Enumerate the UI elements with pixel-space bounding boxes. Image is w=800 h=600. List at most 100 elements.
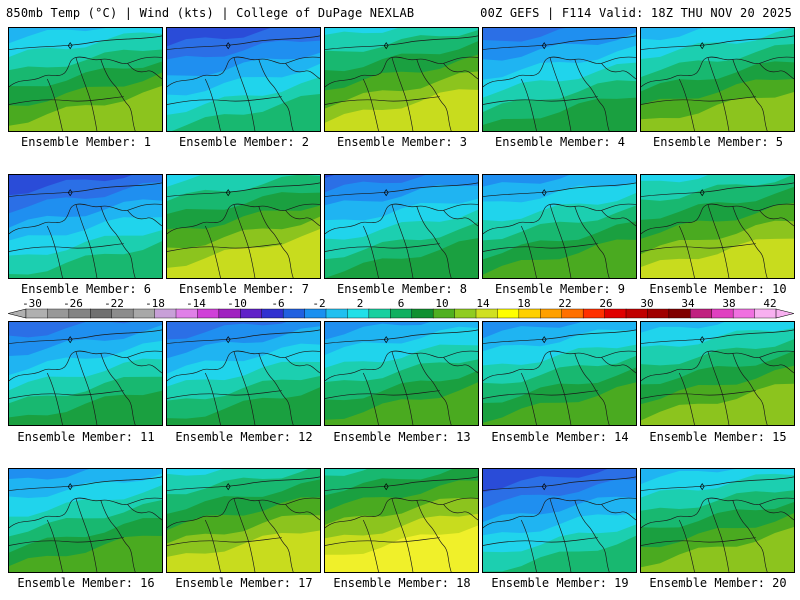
diamond-marker-icon — [383, 483, 389, 491]
boundary-line — [732, 500, 768, 572]
boundary-line — [75, 351, 98, 425]
boundary-line — [167, 476, 320, 491]
boundary-line — [9, 329, 162, 344]
ensemble-member-label: Ensemble Member: 13 — [333, 430, 471, 444]
ensemble-map-panel — [8, 27, 163, 132]
temperature-band — [641, 238, 794, 278]
boundary-line — [362, 225, 379, 278]
temperature-field — [483, 175, 636, 278]
colorbar-swatch — [132, 308, 156, 319]
ensemble-map-panel — [166, 27, 321, 132]
colorbar-tick-label: -26 — [63, 297, 83, 310]
colorbar-swatch — [175, 308, 198, 319]
boundary-line — [707, 351, 730, 425]
boundary-line — [391, 204, 414, 278]
ensemble-map-panel — [324, 174, 479, 279]
boundary-line — [641, 476, 794, 491]
temperature-field — [9, 28, 162, 131]
boundary-line — [483, 329, 636, 344]
boundary-line — [574, 59, 610, 131]
boundary-line — [167, 329, 320, 344]
colorbar-swatch — [347, 308, 370, 319]
boundary-line — [601, 63, 636, 80]
temperature-band — [9, 390, 162, 425]
boundary-line — [391, 351, 414, 425]
boundary-line — [285, 357, 320, 374]
ensemble-member-label: Ensemble Member: 4 — [494, 135, 626, 149]
boundary-line — [46, 225, 63, 278]
colorbar-swatch — [732, 308, 756, 319]
colorbar-tick-label: 10 — [435, 297, 449, 310]
boundary-line — [678, 372, 695, 425]
colorbar-swatch — [47, 308, 70, 319]
boundary-line — [204, 78, 221, 131]
colorbar-tick-label: 18 — [517, 297, 531, 310]
boundary-line — [483, 390, 598, 399]
temperature-colorbar — [8, 308, 794, 319]
colorbar-swatch — [261, 308, 284, 319]
boundary-line — [9, 537, 124, 546]
diamond-marker-icon — [383, 42, 389, 50]
boundary-line — [483, 537, 598, 546]
boundary-line — [233, 498, 256, 572]
temperature-field — [167, 175, 320, 278]
diamond-marker-icon — [225, 42, 231, 50]
diamond-marker-icon — [541, 189, 547, 197]
ensemble-member-label: Ensemble Member: 2 — [178, 135, 310, 149]
colorbar-swatch — [475, 308, 498, 319]
colorbar-swatch — [325, 308, 348, 319]
boundary-line — [759, 504, 794, 521]
boundary-line — [325, 35, 478, 50]
ensemble-member-label: Ensemble Member: 12 — [175, 430, 313, 444]
boundary-line — [391, 57, 414, 131]
boundary-line — [416, 353, 452, 425]
colorbar-swatch — [625, 308, 648, 319]
boundary-line — [285, 504, 320, 521]
temperature-field — [641, 469, 794, 572]
boundary-line — [641, 329, 794, 344]
ensemble-member-label: Ensemble Member: 16 — [17, 576, 155, 590]
boundary-line — [9, 243, 124, 252]
colorbar-swatch — [68, 308, 91, 319]
boundary-line — [167, 537, 282, 546]
boundary-line — [483, 35, 636, 50]
temperature-band — [9, 85, 162, 131]
ensemble-member-label: Ensemble Member: 10 — [649, 282, 787, 296]
ensemble-map-panel — [640, 174, 795, 279]
boundary-line — [483, 476, 636, 491]
boundary-line — [100, 206, 136, 278]
ensemble-map-panel — [324, 27, 479, 132]
colorbar-tick-label: -22 — [104, 297, 124, 310]
boundary-line — [46, 519, 63, 572]
ensemble-member-label: Ensemble Member: 8 — [336, 282, 468, 296]
boundary-line — [325, 243, 440, 252]
temperature-field — [167, 469, 320, 572]
ensemble-member-label: Ensemble Member: 18 — [333, 576, 471, 590]
boundary-line — [325, 476, 478, 491]
boundary-line — [9, 35, 162, 50]
boundary-line — [520, 519, 537, 572]
boundary-line — [641, 35, 794, 50]
diamond-marker-icon — [383, 189, 389, 197]
boundary-line — [325, 329, 478, 344]
boundary-line — [416, 206, 452, 278]
boundary-line — [204, 519, 221, 572]
colorbar-tick-label: 22 — [558, 297, 572, 310]
boundary-line — [9, 96, 124, 105]
temperature-band — [9, 535, 162, 572]
colorbar-swatch — [668, 308, 691, 319]
ensemble-map-panel — [8, 468, 163, 573]
boundary-line — [443, 210, 478, 227]
ensemble-member-label: Ensemble Member: 19 — [491, 576, 629, 590]
ensemble-map-panel — [166, 174, 321, 279]
temperature-band — [171, 94, 320, 131]
boundary-line — [100, 59, 136, 131]
colorbar-swatch — [154, 308, 177, 319]
boundary-line — [443, 357, 478, 374]
colorbar-tick-label: 26 — [599, 297, 613, 310]
boundary-line — [483, 96, 598, 105]
colorbar-swatch — [497, 308, 520, 319]
boundary-line — [641, 96, 756, 105]
temperature-band — [483, 239, 636, 278]
colorbar-swatch — [390, 308, 413, 319]
